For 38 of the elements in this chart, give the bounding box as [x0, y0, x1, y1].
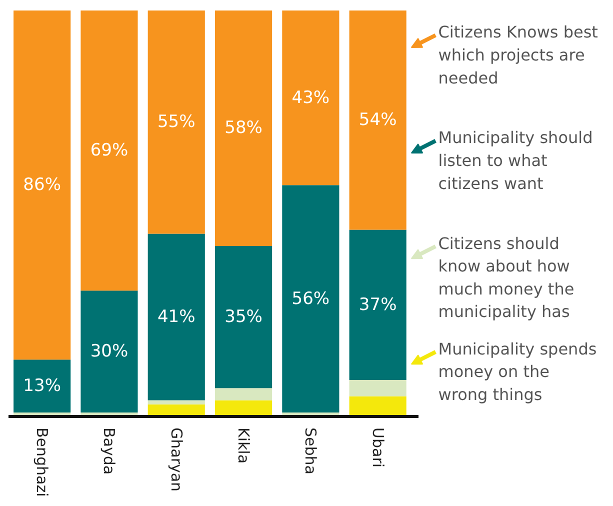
- data-label: 56%: [292, 288, 330, 309]
- bar: [80, 290, 138, 412]
- x-tick-label: Gharyan: [167, 428, 186, 492]
- bar: [349, 380, 406, 396]
- bar: [148, 234, 205, 400]
- bar: [282, 185, 340, 412]
- bar: [148, 10, 205, 234]
- bar: [349, 10, 406, 230]
- legend-label: Municipality spends money on the wrong things: [438, 339, 597, 404]
- data-label: 86%: [23, 175, 61, 196]
- legend-label: Citizens Knows best which projects are needed: [438, 22, 598, 88]
- bar: [148, 400, 205, 404]
- x-tick-label: Benghazi: [33, 428, 52, 497]
- data-label: 41%: [157, 307, 196, 328]
- bar: [80, 10, 138, 291]
- data-label: 69%: [90, 140, 128, 161]
- x-tick-label: Bayda: [100, 428, 118, 475]
- data-label: 58%: [224, 118, 262, 138]
- data-label: 35%: [224, 307, 262, 328]
- data-label: 37%: [358, 294, 397, 315]
- bar: [214, 246, 272, 388]
- bar: [214, 388, 272, 400]
- data-label: 54%: [358, 110, 397, 130]
- legend-label: Municipality should listen to what citizens want: [438, 128, 593, 193]
- data-label: 13%: [23, 376, 61, 396]
- data-label: 43%: [292, 88, 330, 108]
- bar: [214, 10, 272, 246]
- bar: [282, 10, 340, 186]
- bar: [349, 396, 406, 416]
- data-label: 30%: [90, 342, 128, 362]
- x-tick-label: Sebha: [302, 428, 320, 474]
- bar: [14, 360, 71, 412]
- x-tick-label: Kikla: [234, 428, 253, 464]
- legend-label: Citizens should know about how much money the municipality has: [438, 234, 574, 322]
- bar: [14, 10, 71, 360]
- bar: [349, 230, 406, 380]
- data-label: 55%: [157, 112, 196, 132]
- x-tick-label: Ubari: [368, 428, 387, 468]
